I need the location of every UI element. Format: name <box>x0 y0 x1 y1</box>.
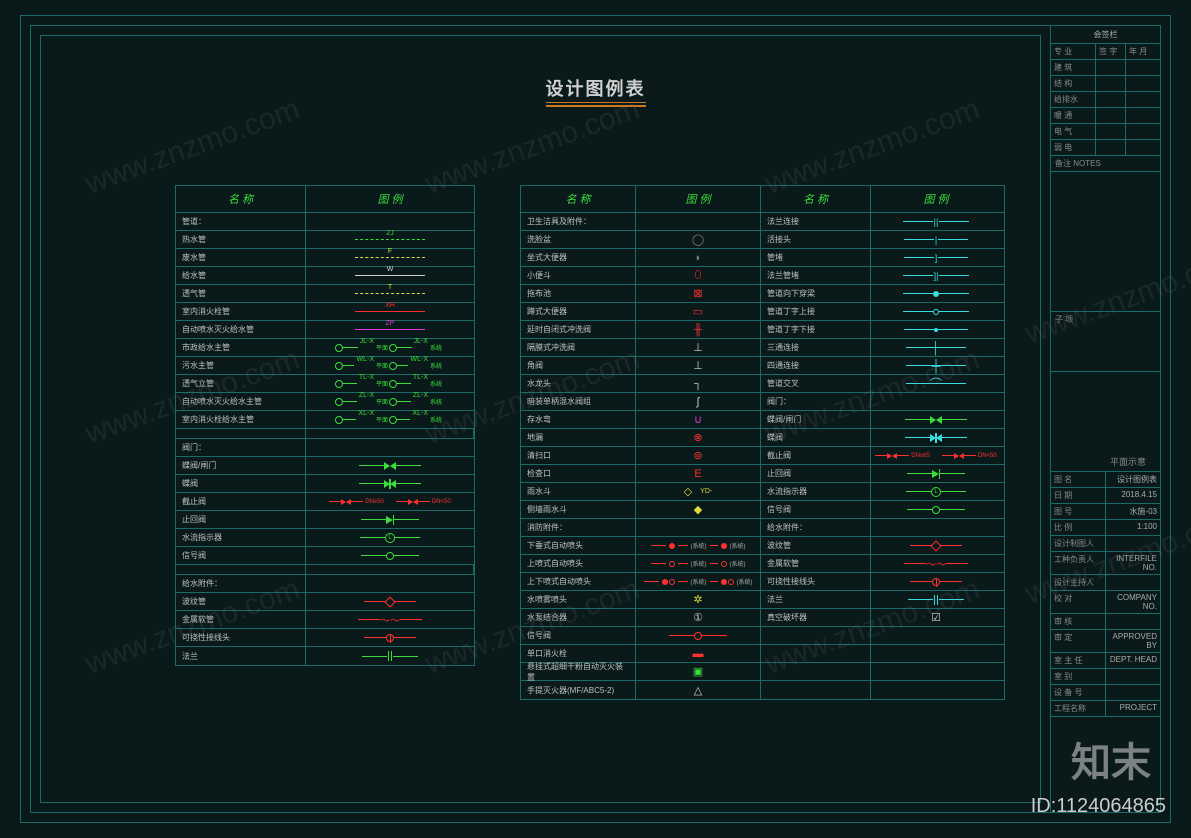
titleblock-header: 会签栏 <box>1051 26 1160 44</box>
info-row: 校 对COMPANY NO. <box>1051 591 1160 614</box>
info-row: 设 备 号 <box>1051 685 1160 701</box>
legend-row: 市政给水主管JL-X平面JL-X系统 <box>176 339 474 357</box>
info-row: 图 号水施-03 <box>1051 504 1160 520</box>
legend-row: 上喷式自动喷头(系统)(系统)金属软管～～ <box>521 555 1004 573</box>
info-row: 比 例1:100 <box>1051 520 1160 536</box>
legend-row: 水泵结合器①真空破坏器☑ <box>521 609 1004 627</box>
legend-row: 存水弯∪蝶阀/闸门 <box>521 411 1004 429</box>
legend-row: 室内消火栓管XH <box>176 303 474 321</box>
legend-row: 截止阀DN≥50DN<50 <box>176 493 474 511</box>
info-row: 图 名设计图例表 <box>1051 472 1160 488</box>
legend-row: 热水管2J <box>176 231 474 249</box>
legend-row: 自动喷水灭火给水管ZP <box>176 321 474 339</box>
legend-row: 信号阀 <box>521 627 1004 645</box>
legend-row: 地漏⊗蝶阀 <box>521 429 1004 447</box>
legend-row: 检查口E止回阀 <box>521 465 1004 483</box>
info-row: 审 核 <box>1051 614 1160 630</box>
legend-row: 水流指示器L <box>176 529 474 547</box>
info-row: 工程名称PROJECT <box>1051 701 1160 717</box>
legend-row: 上下喷式自动喷头(系统)(系统)可挠性接线头 <box>521 573 1004 591</box>
info-row: 设计主持人 <box>1051 575 1160 591</box>
legend-row: 水龙头┐管道交叉⌒ <box>521 375 1004 393</box>
legend-row: 隔膜式冲洗阀⊥三通连接│ <box>521 339 1004 357</box>
plan-note: 平面示意 <box>1110 455 1146 468</box>
legend-row: 下垂式自动喷头(系统)(系统)波纹管 <box>521 537 1004 555</box>
legend-row: 金属软管～～ <box>176 611 474 629</box>
legend-table-2: 名 称图 例名 称图 例卫生洁具及附件：法兰连接||洗脸盆◯活接头|坐式大便器◗… <box>520 185 1005 700</box>
legend-row: 阀门： <box>176 439 474 457</box>
legend-row: 雨水斗◇YD-水流指示器L <box>521 483 1004 501</box>
legend-row: 信号阀 <box>176 547 474 565</box>
info-row: 室 别 <box>1051 669 1160 685</box>
sign-row: 结 构 <box>1051 76 1160 92</box>
legend-row: 延时自闭式冲洗阀╫管道丁字下接 <box>521 321 1004 339</box>
legend-row: 角阀⊥四通连接┼ <box>521 357 1004 375</box>
legend-table-1: 名 称图 例管道：热水管2J废水管F给水管W透气管T室内消火栓管XH自动喷水灭火… <box>175 185 475 666</box>
legend-row: 水喷雾喷头✲法兰 <box>521 591 1004 609</box>
sign-row: 建 筑 <box>1051 60 1160 76</box>
legend-row: 给水附件： <box>176 575 474 593</box>
sign-row: 暖 通 <box>1051 108 1160 124</box>
info-row: 工种负责人INTERFILE NO. <box>1051 552 1160 575</box>
legend-row: 小便斗⬯法兰管堵]| <box>521 267 1004 285</box>
legend-row: 污水主管WL-X平面WL-X系统 <box>176 357 474 375</box>
legend-row: 拖布池⊠管道向下穿梁 <box>521 285 1004 303</box>
id-label: ID:1124064865 <box>1031 795 1166 818</box>
legend-row: 蝶阀/闸门 <box>176 457 474 475</box>
legend-row: 消防附件：给水附件： <box>521 519 1004 537</box>
sign-row: 给排水 <box>1051 92 1160 108</box>
legend-row: 蝶阀 <box>176 475 474 493</box>
legend-row: 室内消火栓给水主管XL-X平面XL-X系统 <box>176 411 474 429</box>
legend-row: 侧墙雨水斗◆信号阀 <box>521 501 1004 519</box>
legend-row: 给水管W <box>176 267 474 285</box>
legend-row: 手提灭火器(MF/ABC5-2)△ <box>521 681 1004 699</box>
legend-row: 法兰 <box>176 647 474 665</box>
legend-row: 暗装单柄混水阀组ʃ阀门： <box>521 393 1004 411</box>
legend-row: 可挠性接线头 <box>176 629 474 647</box>
brand-watermark: 知末 <box>1071 730 1151 788</box>
info-row: 设计制图人 <box>1051 536 1160 552</box>
sign-row: 弱 电 <box>1051 140 1160 156</box>
legend-row: 废水管F <box>176 249 474 267</box>
info-row: 室 主 任DEPT. HEAD <box>1051 653 1160 669</box>
legend-row: 洗脸盆◯活接头| <box>521 231 1004 249</box>
sign-row: 电 气 <box>1051 124 1160 140</box>
legend-row: 蹲式大便器▭管道丁字上接 <box>521 303 1004 321</box>
title-block: 会签栏专 业签 字年 月建 筑结 构给排水暖 通电 气弱 电备注 NOTES子 … <box>1051 25 1161 813</box>
legend-row: 管道： <box>176 213 474 231</box>
main-title: 设计图例表 <box>546 75 646 107</box>
legend-row: 自动喷水灭火给水主管ZL-X平面ZL-X系统 <box>176 393 474 411</box>
legend-row: 卫生洁具及附件：法兰连接|| <box>521 213 1004 231</box>
legend-row: 悬挂式超细干粉自动灭火装置▣ <box>521 663 1004 681</box>
legend-row: 坐式大便器◗管堵] <box>521 249 1004 267</box>
legend-row: 止回阀 <box>176 511 474 529</box>
legend-row: 透气管T <box>176 285 474 303</box>
info-row: 日 期2018.4.15 <box>1051 488 1160 504</box>
legend-row: 透气立管TL-X平面TL-X系统 <box>176 375 474 393</box>
legend-row: 清扫口⊚截止阀DN≥65DN<50 <box>521 447 1004 465</box>
legend-row: 波纹管 <box>176 593 474 611</box>
info-row: 审 定APPROVED BY <box>1051 630 1160 653</box>
